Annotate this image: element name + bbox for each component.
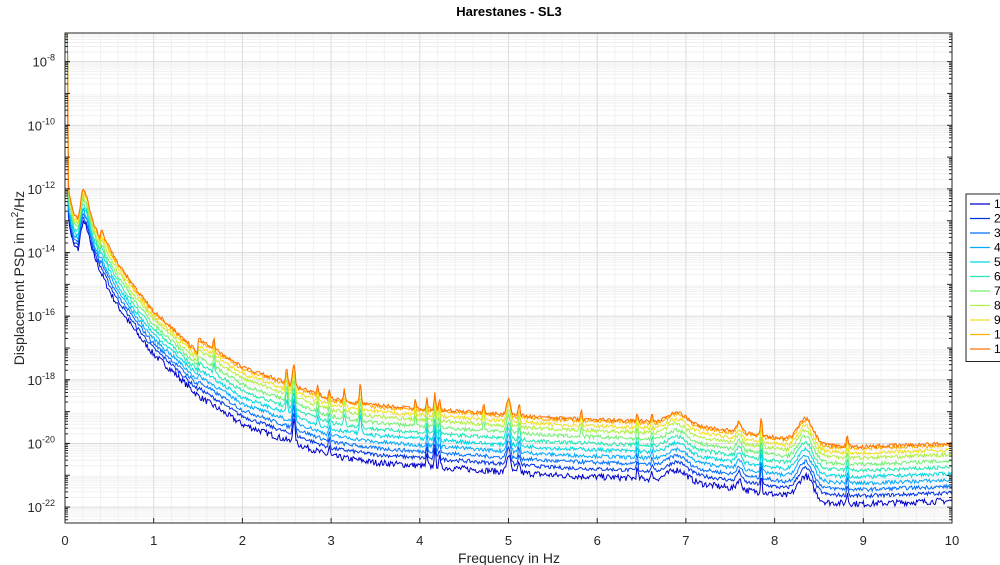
y-tick-label: 10-14 — [28, 244, 55, 261]
series-line-7 — [65, 32, 953, 467]
legend-entry-label: 2 — [994, 212, 1000, 226]
y-tick-label: 10-8 — [33, 53, 55, 70]
x-tick-label: 0 — [61, 533, 68, 548]
y-axis-label: Displacement PSD in m2/Hz — [10, 191, 27, 365]
legend-entry-label: 9 — [994, 313, 1000, 327]
series-line-11 — [65, 32, 953, 450]
x-tick-label: 10 — [945, 533, 959, 548]
x-tick-label: 1 — [150, 533, 157, 548]
x-tick-label: 7 — [682, 533, 689, 548]
series-lines — [65, 32, 953, 508]
x-tick-label: 4 — [416, 533, 423, 548]
x-tick-label: 9 — [860, 533, 867, 548]
x-tick-label: 2 — [239, 533, 246, 548]
y-tick-label: 10-16 — [28, 307, 55, 324]
series-line-2 — [65, 32, 953, 499]
series-line-9 — [65, 32, 953, 456]
legend-entry-label: 10 — [994, 328, 1000, 342]
x-tick-label: 5 — [505, 533, 512, 548]
legend-entry-label: 8 — [994, 299, 1000, 313]
legend-entry-label: 4 — [994, 241, 1000, 255]
legend-entry-label: 11 — [994, 342, 1000, 356]
legend-entry-label: 1 — [994, 197, 1000, 211]
y-tick-label: 10-22 — [28, 498, 55, 515]
y-tick-label: 10-20 — [28, 434, 55, 451]
legend-entry-label: 5 — [994, 255, 1000, 269]
chart-title: Harestanes - SL3 — [456, 4, 562, 19]
x-axis-ticks: 0 1 2 3 4 5 6 7 8 9 10 — [61, 518, 959, 548]
y-tick-label: 10-18 — [28, 371, 55, 388]
x-tick-label: 3 — [327, 533, 334, 548]
legend-entry-label: 7 — [994, 284, 1000, 298]
y-tick-label: 10-10 — [28, 116, 55, 133]
series-line-3 — [65, 32, 953, 493]
legend-entry-label: 3 — [994, 226, 1000, 240]
series-line-4 — [65, 32, 953, 486]
x-axis-label: Frequency in Hz — [458, 550, 560, 565]
series-line-8 — [65, 32, 953, 461]
x-tick-label: 8 — [771, 533, 778, 548]
y-axis-ticks: 10-8 10-10 10-12 10-14 10-16 10-18 10-20 10-22 — [28, 34, 952, 521]
series-line-10 — [65, 32, 953, 451]
x-tick-label: 6 — [594, 533, 601, 548]
legend-entry-label: 6 — [994, 270, 1000, 284]
legend-box — [965, 193, 1000, 362]
series-line-1 — [65, 32, 953, 508]
legend: 1234567891011 — [965, 193, 1000, 362]
series-line-6 — [65, 32, 953, 474]
series-line-5 — [65, 32, 953, 479]
y-tick-label: 10-12 — [28, 180, 55, 197]
